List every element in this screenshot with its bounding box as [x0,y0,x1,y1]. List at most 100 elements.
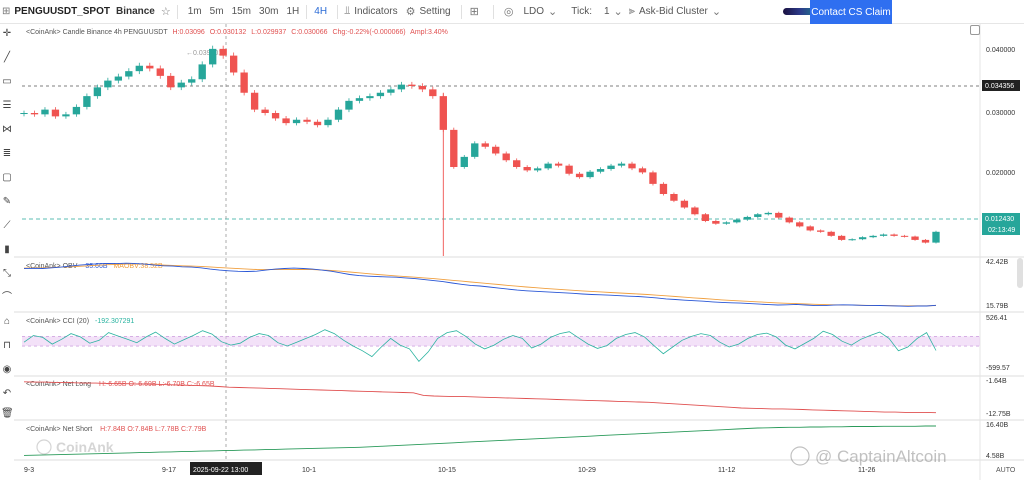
brush-icon[interactable]: ✎ [2,196,12,207]
crosshair-icon[interactable]: ✛ [2,28,12,39]
rectangle-icon[interactable]: ▭ [2,76,12,87]
candle-body [869,235,877,238]
tab-30m[interactable]: 30m [259,6,279,17]
ruler-icon[interactable]: ⟋ [3,220,11,231]
candle-body [733,219,741,223]
crosshair-price-tag-text: 0.034356 [985,83,1014,90]
undo-icon[interactable]: ↶ [2,388,12,399]
chevron-down-icon: ⌄ [711,6,722,18]
candle-body [743,216,751,220]
eye-icon: ◎ [503,6,514,18]
candle-body [481,143,489,147]
candle-body [502,153,510,161]
candle-body [523,167,531,171]
ldo-button[interactable]: ◎ LDO ⌄ [500,0,557,24]
candle-body [932,231,940,243]
candle-high: H:0.03096 [172,29,204,36]
candle-body [565,165,573,174]
candle-body [282,118,290,124]
candle-body [429,89,437,97]
candle-body [575,173,584,178]
current-price-tag [982,213,1020,235]
time-label: 9-3 [24,467,34,474]
ask-bid-cluster-button[interactable]: ⫸ Ask-Bid Cluster ⌄ [629,0,721,24]
symbol-group[interactable]: ⊞ PENGUUSDT_SPOT Binance ☆ [2,0,171,24]
candle-body [701,214,710,221]
cci-title: <CoinAnk> CCI (20) [26,318,89,325]
countdown-text: 02:13:49 [988,227,1015,234]
netshort-legend: <CoinAnk> Net Short H:7.84B O:7.84B L:7.… [26,426,207,433]
layout-button[interactable]: ⊞ [470,0,479,24]
candle-body [188,79,196,83]
candle-body [177,82,185,88]
note-icon[interactable]: ▢ [2,172,12,183]
chart-area[interactable]: 0.040000 0.030000 0.020000 0.034356 0.01… [0,24,1024,480]
tab-4h[interactable]: 4H [314,6,328,17]
tab-1m[interactable]: 1m [187,6,202,17]
net-short-line [23,425,936,456]
candle-body [62,114,70,117]
time-label: 11-26 [858,467,875,474]
candle-body [146,65,154,69]
pattern-icon[interactable]: ⋈ [2,124,12,135]
magnet-icon[interactable]: ⌒ [2,292,12,303]
pane-scroll-handle[interactable] [1017,258,1023,288]
crosshair-time-tag [190,462,262,475]
grid-menu-icon[interactable]: ⊞ [2,6,11,17]
obv-value: 35.66B [85,263,108,270]
symbol-name[interactable]: PENGUUSDT_SPOT [14,6,110,17]
coinank-watermark: CoinAnk [36,439,114,455]
lock-drawings-icon[interactable]: ⊓ [3,340,11,351]
candle-body [513,160,521,167]
candle-body [93,87,102,97]
fib-retracement-icon[interactable]: ≣ [2,148,12,159]
tab-15m[interactable]: 15m [231,6,252,17]
candle-close: C:0.030066 [291,29,327,36]
obv-line [23,262,937,307]
candle-body [900,235,909,237]
tick-value: 1 [603,6,610,17]
setting-button[interactable]: ⚙ Setting [406,0,455,24]
horizontal-lines-icon[interactable]: ☰ [2,100,12,111]
visibility-eye-icon[interactable]: ◉ [2,364,12,375]
candle-body [554,163,563,166]
indicators-label: Indicators [354,6,398,17]
high-marker: ←0.039701 [186,50,222,57]
candle-body [408,84,416,86]
candle-body [617,163,626,166]
candle-body [450,129,458,167]
candle-body [596,169,605,172]
measure-icon[interactable]: ▮ [4,244,10,255]
star-icon[interactable]: ☆ [160,6,171,18]
price-tick: 0.020000 [986,170,1015,177]
zoom-icon[interactable]: ⤡ [3,268,11,279]
current-price-text: 0.012430 [985,216,1014,223]
indicators-icon: ⫫ [344,5,351,17]
chevron-down-icon: ⌄ [548,6,558,18]
drawing-toolbar: ✛ ╱ ▭ ☰ ⋈ ≣ ▢ ✎ ⟋ ▮ ⤡ ⌒ ⌂ ⊓ ◉ ↶ 🗑 [0,24,14,480]
candle-body [219,48,227,56]
cci-axis-bottom: -599.57 [986,365,1010,372]
tick-select[interactable]: Tick: 1 ⌄ [567,0,623,24]
candle-body [827,231,835,236]
candle-open: O:0.030132 [210,29,247,36]
candle-body [104,80,112,88]
coinank-watermark-text: CoinAnk [56,439,114,455]
netshort-axis-top: 16.40B [986,422,1009,429]
candle-body [334,109,343,120]
tab-5m[interactable]: 5m [209,6,224,17]
indicators-button[interactable]: ⫫ Indicators [344,0,402,24]
tab-1h[interactable]: 1H [286,6,300,17]
chart-settings-icon[interactable] [970,25,980,35]
candle-body [324,119,332,126]
lock-icon[interactable]: ⌂ [3,316,11,327]
candle-body [72,106,81,115]
candle-body [775,212,783,218]
candle-body [397,84,406,90]
trash-icon[interactable]: 🗑 [1,408,14,419]
candle-body [114,76,123,81]
trend-line-icon[interactable]: ╱ [3,52,11,63]
contact-cs-claim-button[interactable]: Contact CS Claim [810,0,892,24]
auto-scale-label[interactable]: AUTO [996,467,1016,474]
candle-body [250,92,259,110]
